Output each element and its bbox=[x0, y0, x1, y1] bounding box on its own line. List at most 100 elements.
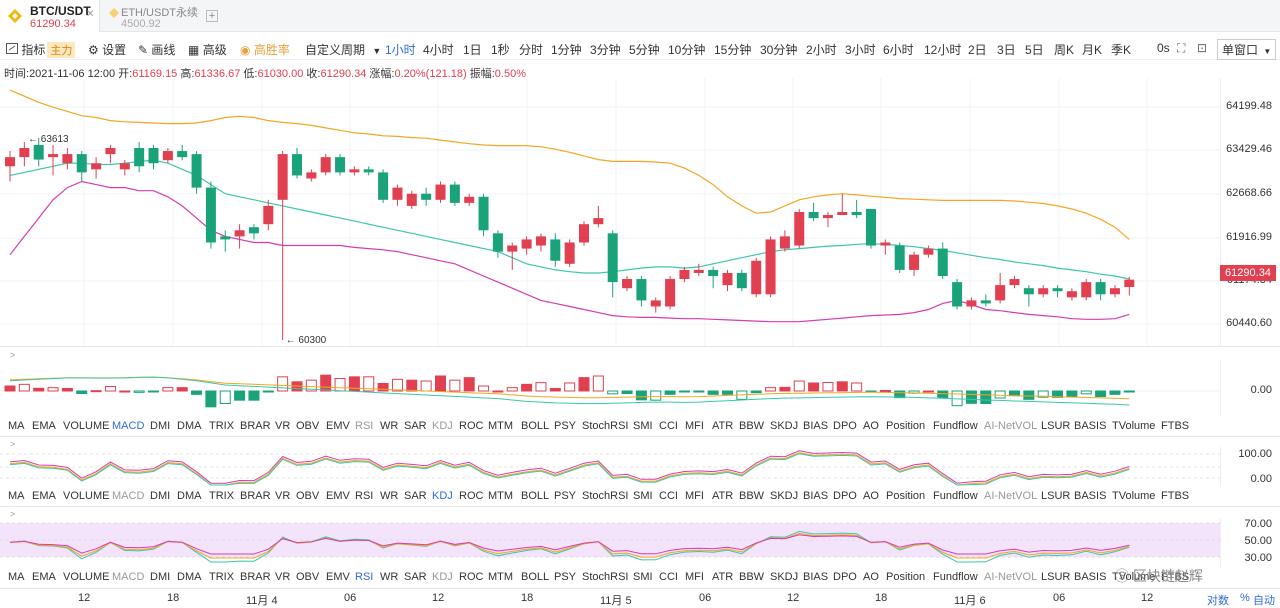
candle[interactable] bbox=[248, 224, 259, 240]
indicator-tab[interactable]: BIAS bbox=[803, 571, 829, 583]
candle[interactable] bbox=[191, 151, 202, 194]
indicator-tab[interactable]: MA bbox=[8, 420, 25, 432]
indicator-tab[interactable]: DPO bbox=[833, 420, 857, 432]
window-mode-dropdown[interactable]: 单窗口 ▼ bbox=[1217, 39, 1277, 60]
candle[interactable] bbox=[449, 181, 460, 206]
candle[interactable] bbox=[363, 166, 374, 176]
candle[interactable] bbox=[564, 239, 575, 267]
indicator-tab[interactable]: BOLL bbox=[521, 490, 550, 502]
indicator-tab[interactable]: FTBS bbox=[1161, 490, 1190, 502]
period-button[interactable]: 12小时 bbox=[924, 43, 962, 57]
indicator-tab[interactable]: EMA bbox=[32, 490, 56, 502]
period-button[interactable]: 15分钟 bbox=[714, 43, 752, 57]
candle[interactable] bbox=[406, 190, 417, 209]
candle[interactable] bbox=[220, 230, 231, 252]
indicator-tab[interactable]: StochRSI bbox=[582, 420, 629, 432]
candle[interactable] bbox=[521, 236, 532, 255]
indicator-tab[interactable]: SKDJ bbox=[770, 420, 799, 432]
indicator-tab[interactable]: BIAS bbox=[803, 420, 829, 432]
indicator-tab[interactable]: DMA bbox=[177, 490, 202, 502]
indicator-tab[interactable]: AI-NetVOL bbox=[984, 420, 1038, 432]
indicator-tab[interactable]: DMI bbox=[150, 571, 171, 583]
candle[interactable] bbox=[464, 193, 475, 206]
indicator-tab[interactable]: OBV bbox=[296, 571, 320, 583]
candle[interactable] bbox=[736, 269, 747, 292]
candle[interactable] bbox=[76, 151, 87, 182]
indicator-tab[interactable]: RSI bbox=[355, 490, 374, 502]
candle[interactable] bbox=[1066, 288, 1077, 301]
indicator-tab[interactable]: ROC bbox=[459, 420, 484, 432]
candle[interactable] bbox=[851, 199, 862, 219]
indicator-tab[interactable]: BOLL bbox=[521, 571, 550, 583]
indicator-tab[interactable]: SKDJ bbox=[770, 571, 799, 583]
indicator-tab[interactable]: EMV bbox=[326, 490, 350, 502]
indicator-tab[interactable]: MTM bbox=[488, 571, 514, 583]
candle[interactable] bbox=[306, 169, 317, 182]
indicator-tab[interactable]: MTM bbox=[488, 490, 514, 502]
period-button[interactable]: 3小时 bbox=[845, 43, 876, 57]
indicator-tab[interactable]: SMI bbox=[633, 571, 653, 583]
candle[interactable] bbox=[205, 181, 216, 249]
candle[interactable] bbox=[1095, 279, 1106, 301]
auto-scale-toggle[interactable]: 自动 bbox=[1253, 595, 1275, 607]
zero-sec-label[interactable]: 0s bbox=[1157, 41, 1170, 55]
candle[interactable] bbox=[33, 138, 44, 167]
candle[interactable] bbox=[19, 141, 30, 167]
period-button[interactable]: 1秒 bbox=[491, 43, 510, 57]
indicator-tab[interactable]: Position bbox=[886, 420, 926, 432]
indicator-tab[interactable]: Fundflow bbox=[933, 490, 978, 502]
close-icon[interactable]: ✕ bbox=[86, 9, 95, 20]
indicator-tab[interactable]: MFI bbox=[685, 571, 704, 583]
candle[interactable] bbox=[722, 269, 733, 292]
indicator-tab[interactable]: VR bbox=[275, 490, 291, 502]
candle[interactable] bbox=[779, 230, 790, 252]
indicator-tab[interactable]: VR bbox=[275, 571, 291, 583]
indicator-tab[interactable]: WR bbox=[380, 571, 399, 583]
candle[interactable] bbox=[48, 144, 59, 176]
indicator-tab[interactable]: FTBS bbox=[1161, 420, 1190, 432]
candle[interactable] bbox=[1023, 285, 1034, 307]
candle[interactable] bbox=[421, 187, 432, 206]
indicator-tab[interactable]: AI-NetVOL bbox=[984, 490, 1038, 502]
indicator-tab[interactable]: PSY bbox=[554, 571, 577, 583]
candle[interactable] bbox=[550, 233, 561, 267]
period-button[interactable]: 5分钟 bbox=[629, 43, 660, 57]
chevron-right-icon[interactable]: > bbox=[10, 350, 16, 360]
candle[interactable] bbox=[335, 154, 346, 176]
candle[interactable] bbox=[1009, 276, 1020, 289]
indicator-tab[interactable]: TRIX bbox=[209, 490, 235, 502]
indicator-tab[interactable]: BASIS bbox=[1074, 490, 1107, 502]
candle[interactable] bbox=[492, 230, 503, 258]
indicator-tab[interactable]: PSY bbox=[554, 420, 577, 432]
candle[interactable] bbox=[91, 157, 102, 179]
indicator-tab[interactable]: SAR bbox=[404, 420, 427, 432]
candle[interactable] bbox=[535, 233, 546, 252]
indicator-tab[interactable]: EMA bbox=[32, 420, 56, 432]
indicator-tab[interactable]: MTM bbox=[488, 420, 514, 432]
period-button[interactable]: 1日 bbox=[463, 43, 482, 57]
indicator-tab[interactable]: BBW bbox=[739, 490, 765, 502]
indicator-tab[interactable]: SAR bbox=[404, 490, 427, 502]
candle[interactable] bbox=[507, 242, 518, 270]
indicator-tab[interactable]: FTBS bbox=[1161, 571, 1190, 583]
indicator-button[interactable]: 指标 主力 bbox=[6, 41, 76, 58]
custom-period-dropdown[interactable]: 自定义周期 ▼ bbox=[305, 41, 381, 58]
indicator-tab[interactable]: OBV bbox=[296, 490, 320, 502]
indicator-tab[interactable]: SMI bbox=[633, 420, 653, 432]
percent-scale-toggle[interactable]: % bbox=[1240, 592, 1250, 604]
candle[interactable] bbox=[866, 208, 876, 249]
indicator-tab[interactable]: VOLUME bbox=[63, 490, 110, 502]
candle[interactable] bbox=[5, 151, 15, 182]
winrate-button[interactable]: ◉ 高胜率 bbox=[240, 41, 290, 58]
period-button[interactable]: 3日 bbox=[997, 43, 1016, 57]
indicator-tab[interactable]: BRAR bbox=[240, 490, 271, 502]
candle[interactable] bbox=[378, 169, 389, 203]
candle[interactable] bbox=[952, 279, 963, 310]
indicator-tab[interactable]: OBV bbox=[296, 420, 320, 432]
indicator-tab[interactable]: BASIS bbox=[1074, 420, 1107, 432]
indicator-tab[interactable]: EMV bbox=[326, 571, 350, 583]
indicator-tab[interactable]: RSI bbox=[355, 420, 374, 432]
candle[interactable] bbox=[808, 202, 819, 222]
indicator-tab[interactable]: MACD bbox=[112, 490, 145, 502]
indicator-tab[interactable]: SMI bbox=[633, 490, 653, 502]
